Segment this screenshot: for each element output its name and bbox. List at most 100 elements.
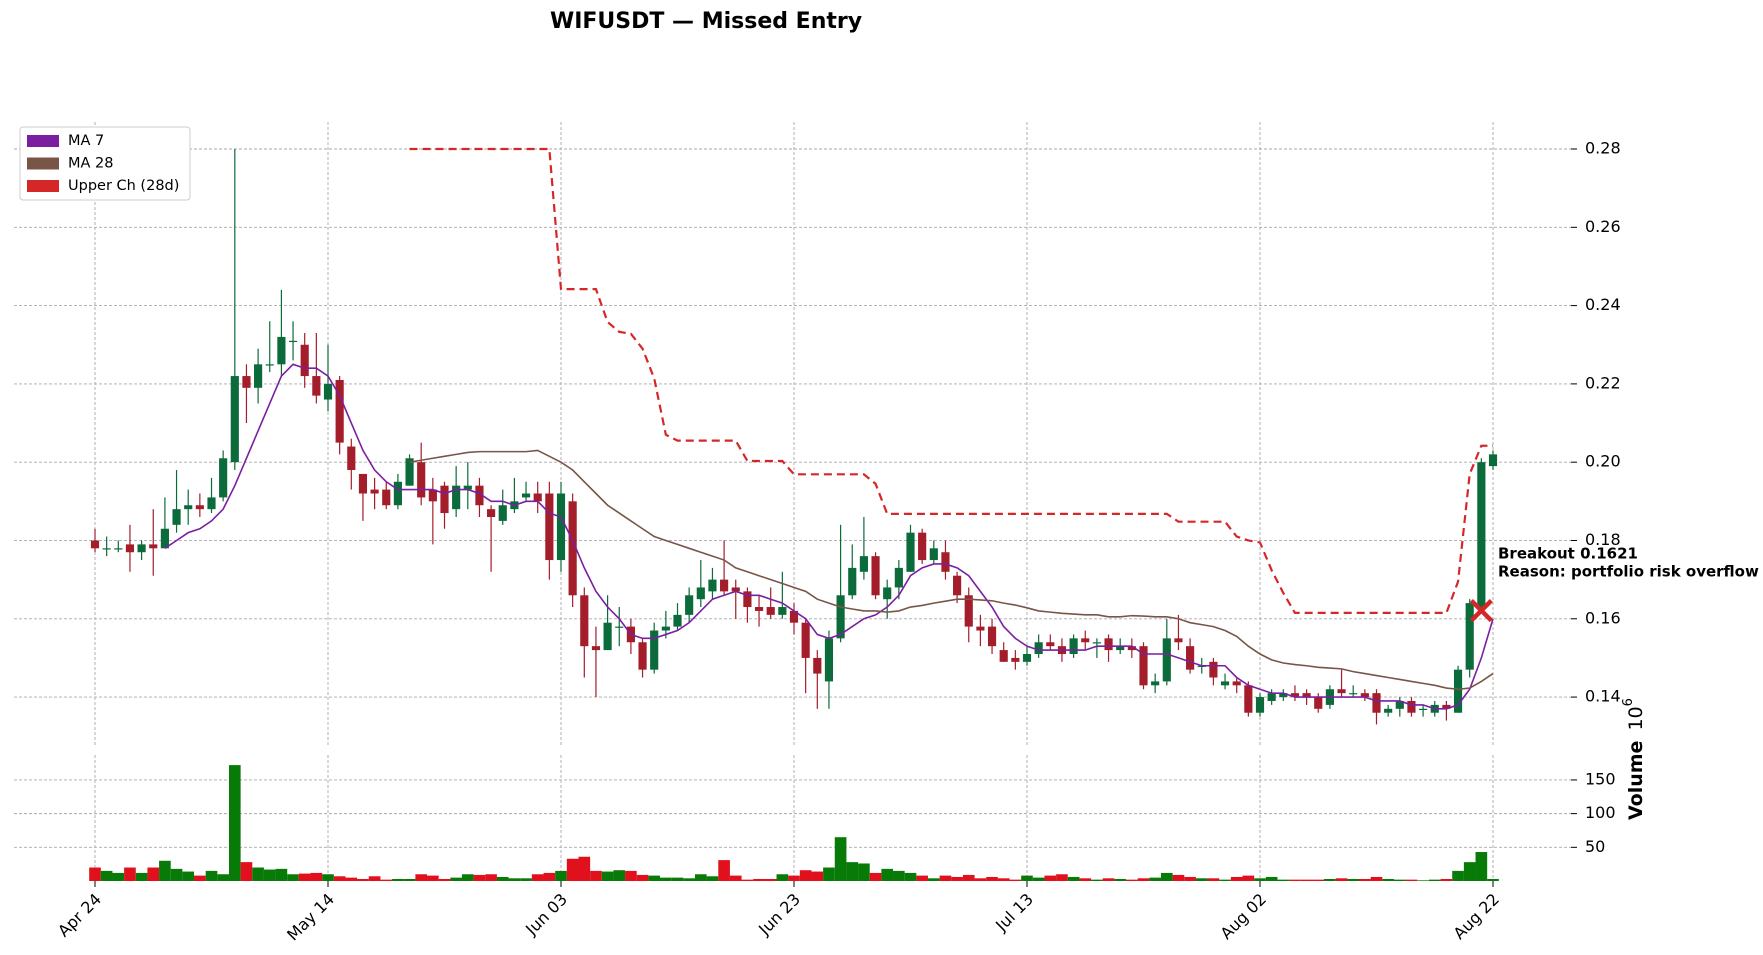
candle-body: [1034, 642, 1043, 655]
y-tick-label: 0.18: [1585, 530, 1621, 549]
volume-bar: [1312, 879, 1325, 881]
candle-body: [90, 540, 100, 549]
candle-body: [288, 340, 298, 343]
volume-bar: [368, 876, 381, 881]
volume-bar: [298, 873, 311, 881]
candle-body: [1477, 462, 1486, 608]
volume-bar: [939, 875, 952, 881]
volume-bar: [543, 872, 556, 881]
volume-bar: [741, 879, 754, 881]
volume-bar: [228, 765, 241, 881]
volume-bar: [357, 878, 369, 881]
candle-body: [720, 579, 729, 592]
y-tick-label: 0.26: [1585, 217, 1621, 236]
candle-body: [440, 485, 449, 514]
volume-bar: [1230, 876, 1243, 881]
y-tick-label: 150: [1585, 769, 1616, 788]
volume-bar: [427, 875, 439, 881]
candle-body: [1127, 646, 1136, 651]
candle-body: [347, 446, 356, 471]
candle-body: [1302, 693, 1311, 698]
candle-body: [125, 544, 135, 553]
volume-bar: [566, 858, 579, 881]
candle-body: [801, 622, 810, 658]
volume-bar: [345, 877, 358, 881]
candle-body: [323, 383, 333, 400]
candle-body: [929, 548, 938, 561]
candle-body: [1022, 654, 1032, 662]
candle-body: [580, 595, 589, 647]
candle-body: [1453, 669, 1463, 713]
candle-body: [102, 548, 111, 550]
y-tick-label: 100: [1585, 803, 1616, 822]
volume-bar: [531, 874, 544, 881]
candle-body: [219, 458, 228, 498]
candle-body: [114, 548, 123, 550]
candle-body: [172, 509, 181, 525]
candle-body: [976, 626, 985, 631]
candle-body: [894, 567, 903, 588]
volume-bar: [1289, 879, 1301, 881]
candle-body: [1232, 681, 1241, 686]
line-series: [409, 449, 1494, 691]
candle-body: [335, 379, 344, 443]
volume-bar: [1324, 878, 1336, 881]
candle-body: [731, 587, 740, 592]
volume-bar: [578, 856, 591, 881]
candle-body: [1186, 646, 1195, 670]
candle-body: [545, 493, 554, 561]
volume-bar: [89, 867, 101, 881]
volume-bar: [1009, 879, 1022, 881]
volume-bar: [1160, 872, 1173, 881]
breakout-reason: Reason: portfolio risk overflow: [1498, 563, 1759, 581]
volume-bar: [1359, 878, 1371, 881]
candle-body: [1046, 642, 1055, 647]
candle-body: [696, 587, 705, 600]
candle-body: [428, 489, 437, 502]
candle-body: [1407, 700, 1416, 713]
candle-body: [1220, 681, 1230, 686]
candle-body: [1209, 661, 1218, 678]
volume-bar: [974, 878, 987, 881]
volume-bar: [100, 870, 113, 881]
volume-bar: [1417, 880, 1429, 881]
candle-body: [370, 489, 379, 494]
volume-bar: [508, 878, 521, 881]
volume-bar: [1487, 878, 1499, 881]
candle-body: [754, 607, 764, 611]
candle-body: [708, 579, 717, 592]
volume-bar: [951, 876, 963, 881]
candle-body: [836, 595, 845, 639]
volume-bar: [403, 878, 416, 881]
volume-bar: [706, 876, 719, 881]
legend-swatch: [27, 135, 59, 147]
volume-bar: [263, 869, 276, 881]
volume-scale: 10: [1625, 706, 1647, 730]
volume-scale-exponent: 6: [1621, 698, 1636, 706]
candle-body: [184, 505, 193, 510]
volume-bar: [846, 862, 859, 881]
x-tick-label: May 14: [283, 890, 338, 945]
candle-body: [766, 607, 775, 615]
volume-bar: [1067, 876, 1080, 881]
candle-body: [813, 657, 822, 674]
volume-bar: [683, 878, 695, 881]
candle-body: [1092, 642, 1101, 644]
candle-body: [137, 544, 146, 553]
volume-bar: [1172, 874, 1185, 881]
breakout-label: Breakout 0.1621: [1498, 545, 1638, 563]
volume-bar: [217, 874, 229, 881]
volume-label: Volume: [1625, 741, 1647, 820]
volume-bar: [997, 878, 1010, 881]
candle-body: [149, 544, 158, 549]
breakout-marker: [1469, 598, 1493, 623]
volume-bar: [753, 878, 765, 881]
line-series: [164, 363, 1494, 710]
volume-bar: [764, 878, 777, 881]
candle-body: [475, 485, 484, 506]
volume-bar: [1114, 878, 1127, 881]
candle-body: [207, 497, 216, 510]
volume-bar: [776, 874, 789, 881]
candle-body: [1465, 603, 1474, 670]
